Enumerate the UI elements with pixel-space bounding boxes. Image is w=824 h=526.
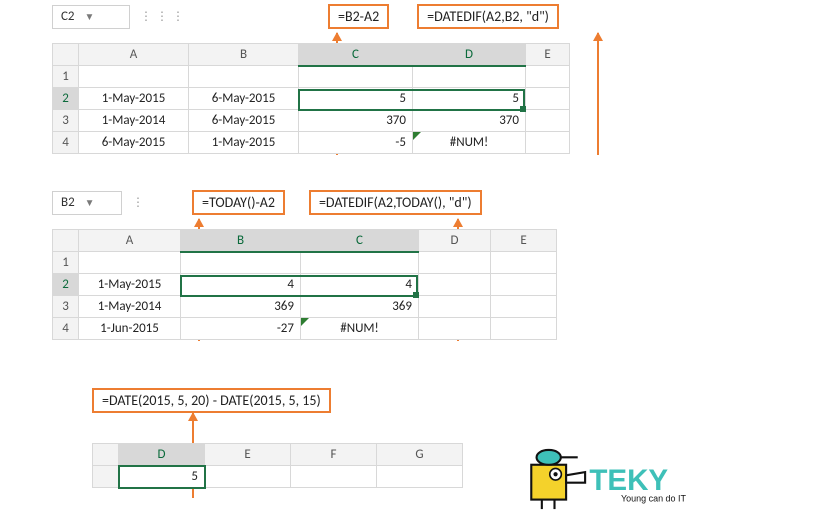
divider-dots-2: ⋮ — [132, 195, 148, 210]
cell-2-A4[interactable]: 1-Jun-2015 — [79, 318, 181, 340]
colhdr3-D[interactable]: D — [119, 444, 205, 466]
logo-brand-text: TEKY — [589, 464, 668, 497]
formula-callout-1d: =DATEDIF(A2,B2, "d") — [417, 4, 559, 29]
colhdr2-A[interactable]: A — [79, 230, 181, 252]
name-box-2[interactable]: B2 ▼ — [52, 191, 122, 215]
colhdr3-E[interactable]: E — [205, 444, 291, 466]
cell-1-B3[interactable]: 6-May-2015 — [189, 110, 299, 132]
cell-1-C2[interactable]: 5 — [299, 88, 413, 110]
cell2-h-E[interactable] — [491, 252, 557, 274]
colhdr-E[interactable]: E — [526, 44, 570, 66]
cell-h-D[interactable]: DATEDIF — [413, 66, 526, 88]
rowhdr-2-1[interactable]: 1 — [53, 252, 79, 274]
cell-1-A2[interactable]: 1-May-2015 — [79, 88, 189, 110]
colhdr-A[interactable]: A — [79, 44, 189, 66]
formula-callout-3: =DATE(2015, 5, 20) - DATE(2015, 5, 15) — [92, 388, 331, 413]
colhdr-D[interactable]: D — [413, 44, 526, 66]
cell-3-F[interactable] — [291, 466, 377, 488]
logo-tagline-text: Young can do IT — [621, 494, 687, 504]
cell-2-E3[interactable] — [491, 296, 557, 318]
cell-1-E4[interactable] — [526, 132, 570, 154]
rowhdr-1-1[interactable]: 1 — [53, 66, 79, 88]
namebox-2-chevron-icon: ▼ — [85, 196, 95, 209]
name-box-2-value: B2 — [61, 195, 75, 210]
cell-1-B4[interactable]: 1-May-2015 — [189, 132, 299, 154]
namebox-1-chevron-icon: ▼ — [85, 10, 95, 23]
cell-2-C2[interactable]: 4 — [301, 274, 419, 296]
cell-3-D[interactable]: 5 — [119, 466, 205, 488]
cell-2-A3[interactable]: 1-May-2014 — [79, 296, 181, 318]
grid-2[interactable]: A B C D E 1 Date Subtraction DATEDIF 2 1… — [52, 229, 557, 340]
divider-dots-1: ⋮⋮⋮ — [140, 9, 188, 24]
cell-2-B4[interactable]: -27 — [181, 318, 301, 340]
formula-callout-2c: =DATEDIF(A2,TODAY(), "d") — [309, 190, 482, 215]
rowhdr-2-3[interactable]: 3 — [53, 296, 79, 318]
cell-2-B2[interactable]: 4 — [181, 274, 301, 296]
formula-callout-1c: =B2-A2 — [328, 4, 389, 29]
cell-3-G[interactable] — [377, 466, 463, 488]
rowhdr-1-4[interactable]: 4 — [53, 132, 79, 154]
colhdr3-G[interactable]: G — [377, 444, 463, 466]
colhdr2-C[interactable]: C — [301, 230, 419, 252]
cell2-h-A[interactable]: Date — [79, 252, 181, 274]
cell-2-A2[interactable]: 1-May-2015 — [79, 274, 181, 296]
cell2-h-D[interactable] — [419, 252, 491, 274]
cell-h-C[interactable]: Subtraction — [299, 66, 413, 88]
cell-1-D4[interactable]: #NUM! — [413, 132, 526, 154]
cell-3-E[interactable] — [205, 466, 291, 488]
cell-2-D3[interactable] — [419, 296, 491, 318]
cell-1-C4[interactable]: -5 — [299, 132, 413, 154]
cell-1-A4[interactable]: 6-May-2015 — [79, 132, 189, 154]
cell-1-D3[interactable]: 370 — [413, 110, 526, 132]
rowhdr-2-4[interactable]: 4 — [53, 318, 79, 340]
cell2-h-C[interactable]: DATEDIF — [301, 252, 419, 274]
cell-2-D2[interactable] — [419, 274, 491, 296]
cell-h-B[interactable]: Date 2 — [189, 66, 299, 88]
rowhdr-2-2[interactable]: 2 — [53, 274, 79, 296]
cell-1-E2[interactable] — [526, 88, 570, 110]
colhdr3-F[interactable]: F — [291, 444, 377, 466]
cell-2-E2[interactable] — [491, 274, 557, 296]
cell-1-B2[interactable]: 6-May-2015 — [189, 88, 299, 110]
colhdr2-D[interactable]: D — [419, 230, 491, 252]
rowhdr-1-3[interactable]: 3 — [53, 110, 79, 132]
teky-logo: TEKY Young can do IT — [526, 444, 716, 514]
colhdr-C[interactable]: C — [299, 44, 413, 66]
cell-1-D2[interactable]: 5 — [413, 88, 526, 110]
cell-2-C4[interactable]: #NUM! — [301, 318, 419, 340]
corner-1[interactable] — [53, 44, 79, 66]
corner-3[interactable] — [93, 444, 119, 466]
cell-1-C3[interactable]: 370 — [299, 110, 413, 132]
name-box-1-value: C2 — [61, 9, 75, 24]
rowhdr-1-2[interactable]: 2 — [53, 88, 79, 110]
cell-2-D4[interactable] — [419, 318, 491, 340]
corner-2[interactable] — [53, 230, 79, 252]
cell-2-C3[interactable]: 369 — [301, 296, 419, 318]
cell-1-E3[interactable] — [526, 110, 570, 132]
colhdr2-E[interactable]: E — [491, 230, 557, 252]
name-box-1[interactable]: C2 ▼ — [52, 5, 130, 29]
colhdr2-B[interactable]: B — [181, 230, 301, 252]
cell-h-E[interactable] — [526, 66, 570, 88]
formula-callout-2b: =TODAY()-A2 — [192, 190, 285, 215]
grid-1[interactable]: A B C D E 1 Date 1 Date 2 Subtraction DA… — [52, 43, 570, 154]
rowhdr-3-1[interactable] — [93, 466, 119, 488]
cell-2-E4[interactable] — [491, 318, 557, 340]
cell-2-B3[interactable]: 369 — [181, 296, 301, 318]
cell-1-A3[interactable]: 1-May-2014 — [79, 110, 189, 132]
grid-3[interactable]: D E F G 5 — [92, 443, 463, 488]
colhdr-B[interactable]: B — [189, 44, 299, 66]
cell-h-A[interactable]: Date 1 — [79, 66, 189, 88]
cell2-h-B[interactable]: Subtraction — [181, 252, 301, 274]
